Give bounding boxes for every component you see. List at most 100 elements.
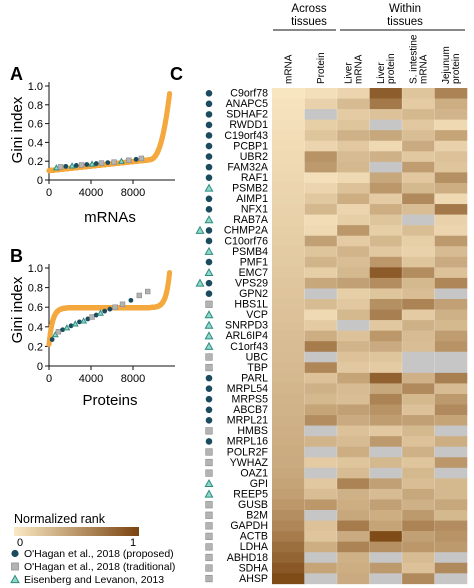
heatmap-cell [337,404,370,416]
heatmap-cell [402,415,435,426]
gene-marker-eisenberg [204,183,214,192]
heatmap-cell [272,415,305,426]
heatmap-cell [304,341,338,353]
gene-marker-proposed [205,206,213,213]
heatmap-cell [272,383,305,395]
heatmap-cell [304,88,338,99]
heatmap-cell [369,404,403,416]
panel-b-marker-proposed [93,312,99,318]
heatmap-cell [434,88,468,99]
heatmap-cell [337,246,370,258]
gene-label: NFX1 [241,204,268,216]
panel-b-marker-eisenberg [71,320,79,327]
gene-marker-eisenberg [204,267,214,277]
heatmap-cell [369,457,403,469]
heatmap-cell [402,446,435,458]
heatmap-cell [272,372,305,384]
heatmap-cell [369,140,403,152]
colorbar-min-label: 0 [17,537,23,549]
gene-label: ACTB [240,531,268,543]
heatmap-cell [337,425,370,437]
heatmap-cell [369,204,403,215]
heatmap-cell [304,277,338,289]
heatmap-cell [402,204,435,215]
panel-a-curve-point [166,90,173,97]
gene-label: C19orf43 [224,130,268,142]
heatmap-cell [272,499,305,511]
colorbar [14,527,139,536]
gene-marker-traditional [205,353,213,361]
gene-label: REEP5 [233,488,268,500]
heatmap-cell [272,510,305,521]
heatmap-cell [434,541,468,553]
heatmap-cell [369,182,403,194]
gene-marker-traditional [205,363,213,372]
heatmap-cell [434,130,468,142]
heatmap-cell [369,256,403,268]
heatmap-cell [272,214,305,226]
heatmap-cell [304,415,338,426]
heatmap-cell [402,425,435,437]
column-header-4: S. intestine [408,34,419,84]
heatmap-cell [369,225,403,236]
gene-marker-eisenberg [204,489,214,498]
gene-marker-proposed [205,290,213,298]
gene-marker-proposed [205,100,213,108]
heatmap-cell [337,140,370,152]
heatmap-cell [337,341,370,353]
heatmap-cell [369,446,403,458]
heatmap-cell [272,193,305,205]
heatmap-cell [402,98,435,110]
heatmap-cell [272,256,305,268]
heatmap-cell [369,425,403,437]
heatmap-cell [402,172,435,184]
panel-b-marker-eisenberg [96,309,104,316]
panel-b-marker-traditional [136,292,142,299]
heatmap-cell [337,182,370,194]
heatmap-cell [304,161,338,173]
panel-b-scatter: Gini index Proteins 0 0.2 0.4 0.6 0.8 1.0 0 400… [9,263,175,409]
group-header-within-line1: Within [389,3,421,15]
heatmap-cell [337,214,370,226]
heatmap-cell [272,140,305,152]
heatmap-cell [272,109,305,120]
heatmap-cell [337,478,370,490]
heatmap-cell [402,541,435,553]
heatmap-cell [402,299,435,310]
heatmap-cell [369,393,403,405]
gene-marker-proposed [205,417,213,424]
heatmap-cell [434,277,468,289]
gene-marker-eisenberg [204,215,214,224]
heatmap-cell [272,488,305,500]
gene-marker-proposed [205,111,213,118]
heatmap-cell [337,320,370,331]
panel-a-marker-traditional [126,157,132,163]
heatmap-cell [272,204,305,215]
heatmap-cell [434,119,468,131]
heatmap-cell [369,436,403,447]
panel-a-marker-proposed [133,156,139,162]
heatmap-cell [337,499,370,511]
heatmap-cell [369,246,403,258]
heatmap-cell [369,341,403,353]
gene-label: PCBP1 [233,140,268,152]
heatmap-cell [272,267,305,279]
heatmap-cell [272,552,305,564]
gene-marker-eisenberg [195,278,205,287]
column-header-4: mRNA [418,54,429,84]
heatmap-cell [304,404,338,416]
heatmap-cell [337,562,370,574]
heatmap-cell [304,182,338,194]
panel-b-marker-proposed [128,297,134,303]
gene-marker-proposed [205,395,213,403]
heatmap-cell [272,541,305,553]
heatmap-cell [434,351,468,363]
heatmap-cell [304,562,338,574]
heatmap-cell [337,531,370,542]
gene-label: OAZ1 [240,467,268,479]
panel-a-ytick-label: 0 [37,175,43,187]
panel-a-scatter: Gini index mRNAs 0 0.2 0.4 0.6 0.8 1.0 0 4000 80… [9,81,175,226]
gene-label: MRPL54 [227,383,268,395]
heatmap-cell [434,488,468,500]
heatmap-cell [369,214,403,226]
